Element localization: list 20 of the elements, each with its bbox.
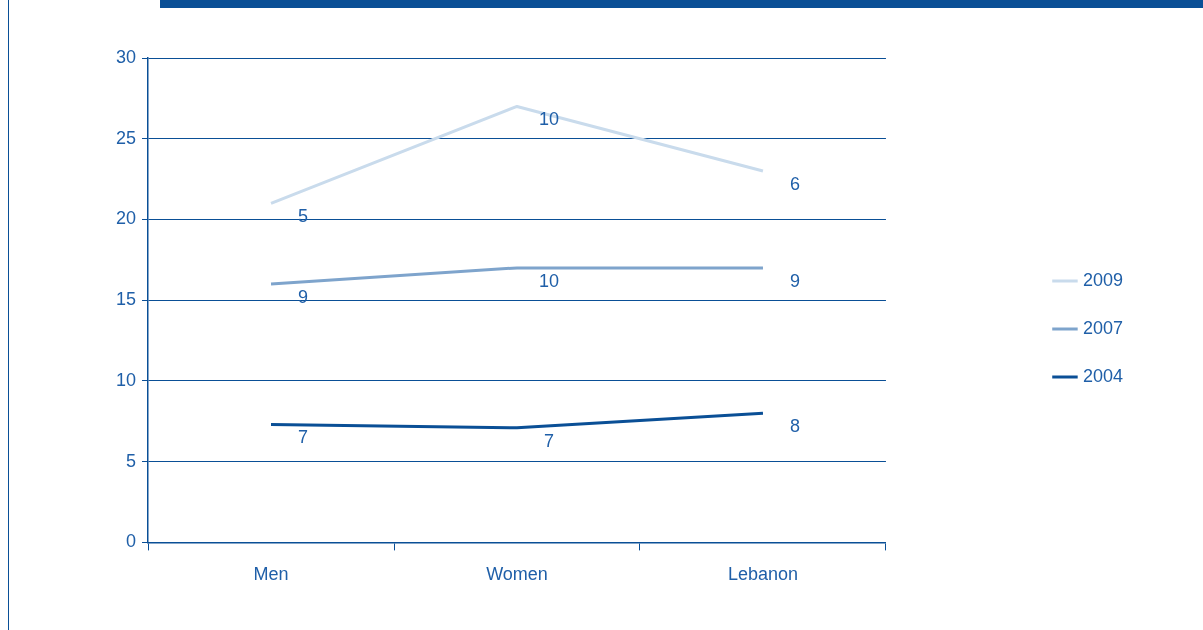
x-tick-label: Lebanon bbox=[727, 564, 799, 585]
annotation: 10 bbox=[538, 270, 559, 291]
y-tick-label: 30 bbox=[115, 46, 137, 67]
legend-label: 2009 bbox=[1082, 269, 1123, 290]
legend-label: 2007 bbox=[1082, 317, 1123, 338]
y-tick-label: 15 bbox=[115, 289, 137, 310]
annotation: 7 bbox=[543, 430, 554, 451]
annotation: 6 bbox=[789, 174, 800, 194]
y-tick-label: 25 bbox=[115, 127, 137, 148]
legend-label: 2004 bbox=[1082, 365, 1123, 386]
annotation: 9 bbox=[789, 270, 800, 291]
y-tick-label: 10 bbox=[115, 369, 137, 390]
annotation: 7 bbox=[298, 427, 309, 448]
y-tick-label: 0 bbox=[126, 531, 137, 552]
x-tick-label: Women bbox=[486, 564, 548, 585]
x-tick-label: Men bbox=[253, 564, 289, 585]
annotation: 8 bbox=[789, 416, 800, 437]
y-tick-label: 20 bbox=[115, 208, 137, 229]
y-tick-label: 5 bbox=[126, 450, 137, 471]
annotation: 10 bbox=[538, 109, 559, 130]
